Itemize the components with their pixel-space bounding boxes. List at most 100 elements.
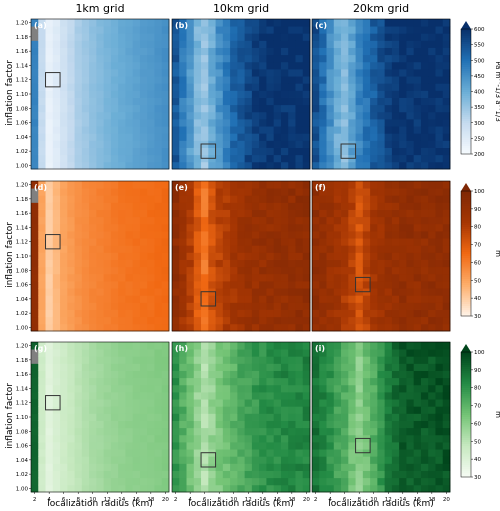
heatmap-cell [273,449,282,457]
heatmap-cell [273,154,282,163]
heatmap-cell [139,456,148,464]
heatmap-cell [132,442,141,450]
heatmap-cell [428,54,436,63]
heatmap-cell [362,83,371,91]
heatmap-cell [312,76,320,84]
heatmap-cell [52,61,61,70]
heatmap-cell [399,484,407,493]
heatmap-cell [312,295,320,303]
heatmap-panel-e: (e) [171,180,311,332]
heatmap-cell [399,392,407,400]
heatmap-cell [118,154,126,163]
heatmap-cell [280,216,289,225]
heatmap-cell [302,342,311,350]
heatmap-cell [172,449,180,457]
heatmap-cell [391,69,400,77]
heatmap-cell [295,266,304,275]
heatmap-cell [312,316,320,325]
heatmap-cell [319,209,327,218]
heatmap-cell [38,90,46,98]
heatmap-cell [420,406,429,414]
heatmap-cell [333,238,342,246]
heatmap-cell [81,302,90,310]
heatmap-cell [201,19,209,27]
heatmap-cell [222,223,231,232]
best-setting-marker [340,143,357,159]
heatmap-cell [259,288,267,296]
heatmap-cell [435,434,444,443]
heatmap-cell [38,302,46,310]
heatmap-cell [81,90,90,98]
heatmap-cell [74,54,83,63]
heatmap-cell [399,442,407,450]
heatmap-cell [295,69,304,77]
heatmap-cell [406,195,415,203]
heatmap-cell [60,195,68,203]
heatmap-cell [442,90,451,98]
heatmap-cell [186,76,195,84]
heatmap-cell [193,392,202,400]
colorbar-segment [461,404,471,407]
heatmap-cell [413,216,422,225]
heatmap-cell [377,147,386,156]
heatmap-cell [384,223,393,232]
heatmap-cell [237,449,246,457]
heatmap-cell [251,470,260,479]
heatmap-cell [45,370,54,379]
heatmap-cell [341,97,349,106]
colorbar-segment [461,58,471,61]
heatmap-cell [67,370,75,379]
heatmap-cell [435,392,444,400]
heatmap-cell [266,209,275,218]
colorbar-tick-label: 600 [474,27,485,33]
heatmap-cell [273,181,282,189]
heatmap-cell [38,434,46,443]
heatmap-cell [179,140,187,148]
heatmap-cell [110,363,119,371]
heatmap-cell [442,40,451,48]
colorbar-segment [461,216,471,219]
heatmap-cell [52,140,61,148]
heatmap-cell [266,195,275,203]
colorbar-segment [461,309,471,313]
heatmap-cell [280,302,289,310]
heatmap-cell [399,399,407,407]
y-tick-label: 1.20 [16,344,29,350]
heatmap-cell [273,126,282,134]
heatmap-cell [251,442,260,450]
heatmap-cell [237,216,246,225]
heatmap-cell [147,26,155,34]
heatmap-cell [201,161,209,170]
heatmap-cell [348,273,356,282]
heatmap-cell [244,61,253,70]
heatmap-cell [435,399,444,407]
heatmap-cell [45,209,54,218]
heatmap-cell [208,104,216,113]
heatmap-cell [341,76,349,84]
heatmap-cell [384,97,393,106]
colorbar-tick-label: 40 [474,296,481,302]
heatmap-cell [132,295,141,303]
heatmap-cell [251,456,260,464]
heatmap-cell [132,316,141,325]
heatmap-cell [208,477,216,486]
heatmap-cell [280,406,289,414]
heatmap-cell [333,47,342,56]
heatmap-cell [341,252,349,260]
heatmap-cell [259,119,267,127]
heatmap-cell [259,133,267,141]
heatmap-cell [193,69,202,77]
heatmap-cell [237,442,246,450]
heatmap-cell [81,69,90,77]
heatmap-cell [31,126,39,134]
heatmap-cell [302,245,311,253]
heatmap-cell [161,40,170,48]
heatmap-cell [420,69,429,77]
heatmap-cell [201,420,209,429]
heatmap-cell [295,420,304,429]
heatmap-cell [333,363,342,371]
heatmap-cell [420,356,429,364]
colorbar-segment [461,288,471,292]
heatmap-cell [399,119,407,127]
heatmap-cell [230,273,238,282]
